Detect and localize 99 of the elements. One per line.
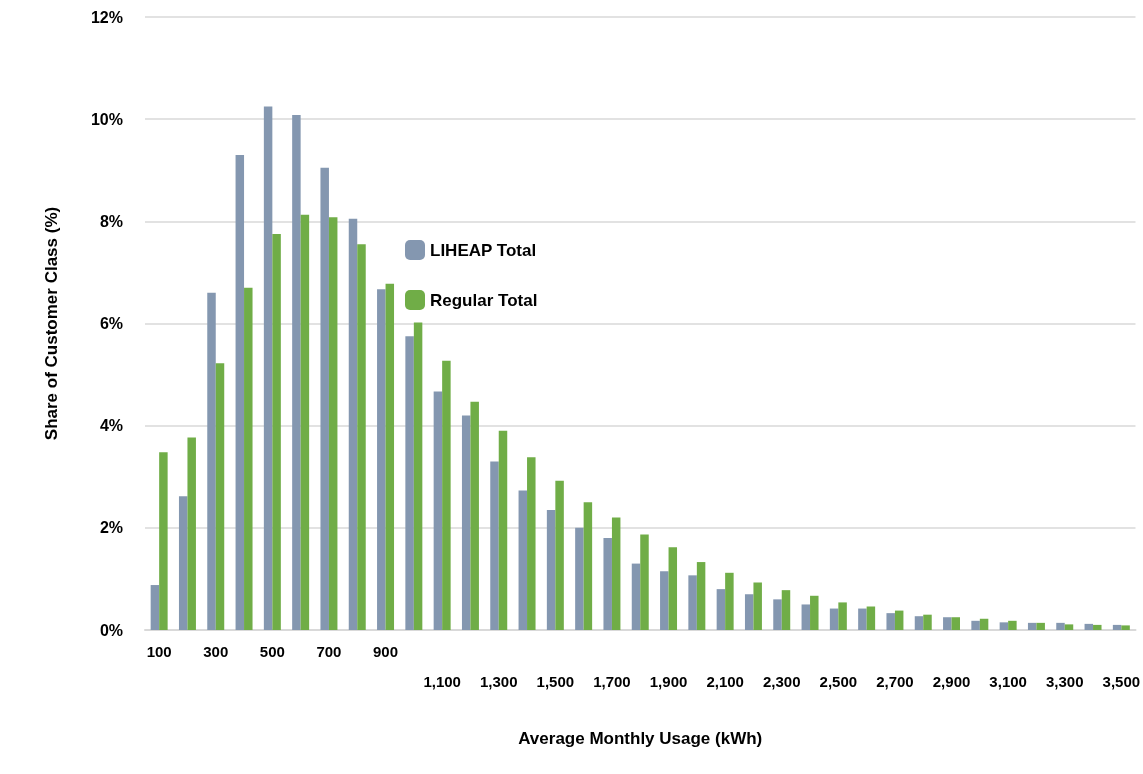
bar xyxy=(971,620,980,630)
x-tick-label: 100 xyxy=(146,643,172,660)
bar xyxy=(603,538,612,630)
bar xyxy=(640,534,649,630)
bar xyxy=(490,461,499,630)
bar xyxy=(413,322,423,630)
bar xyxy=(159,452,168,630)
bar xyxy=(187,437,196,630)
x-tick-label: 2,900 xyxy=(932,673,971,690)
x-tick-label: 300 xyxy=(203,643,229,660)
legend-label: Regular Total xyxy=(430,290,538,310)
x-tick-label: 1,100 xyxy=(423,673,461,690)
bar xyxy=(979,618,989,630)
bar xyxy=(263,106,273,630)
bar xyxy=(1027,622,1037,630)
y-tick-label: 6% xyxy=(99,315,123,332)
bar xyxy=(696,562,706,630)
bar xyxy=(773,599,782,630)
bar xyxy=(385,283,395,630)
bar xyxy=(575,527,584,630)
bar xyxy=(943,617,952,630)
x-tick-label: 2,300 xyxy=(762,673,801,690)
bar xyxy=(668,547,678,630)
bar xyxy=(611,517,621,630)
y-tick-label: 10% xyxy=(90,110,123,128)
bar xyxy=(357,244,366,630)
bar xyxy=(829,608,839,630)
bar xyxy=(866,606,876,630)
bar xyxy=(498,430,508,630)
bar xyxy=(1008,620,1017,630)
y-tick-label: 4% xyxy=(99,417,123,435)
y-tick-label: 2% xyxy=(99,519,123,537)
bar xyxy=(348,218,358,630)
x-tick-label: 1,500 xyxy=(536,673,575,690)
y-tick-label: 8% xyxy=(99,212,123,230)
x-tick-label: 700 xyxy=(316,643,342,660)
bar xyxy=(1084,623,1094,630)
legend-label: LIHEAP Total xyxy=(430,240,537,260)
bar xyxy=(405,336,414,630)
bar xyxy=(292,115,301,630)
bar xyxy=(207,292,216,630)
y-tick-label: 0% xyxy=(99,621,123,639)
bar xyxy=(999,622,1009,630)
bar xyxy=(858,608,867,630)
x-tick-label: 2,700 xyxy=(876,673,914,690)
x-tick-label: 1,700 xyxy=(593,673,631,690)
x-tick-label: 3,500 xyxy=(1102,673,1141,690)
y-axis-title: Share of Customer Class (%) xyxy=(42,206,61,441)
bar xyxy=(215,363,225,630)
x-tick-label: 1,900 xyxy=(649,673,688,690)
bar xyxy=(583,502,593,630)
bar xyxy=(272,234,281,630)
bar xyxy=(320,167,329,630)
x-tick-label: 1,300 xyxy=(479,673,518,690)
bar xyxy=(725,572,734,630)
bar xyxy=(923,614,932,630)
bar xyxy=(753,582,762,630)
bar xyxy=(518,490,528,630)
bar xyxy=(527,457,536,630)
bar xyxy=(433,391,443,630)
bar xyxy=(555,480,564,630)
bar xyxy=(951,617,961,630)
bar xyxy=(1056,622,1065,630)
bar xyxy=(716,589,726,630)
bar xyxy=(1112,624,1122,630)
x-tick-label: 2,500 xyxy=(819,673,858,690)
bar xyxy=(244,287,253,630)
bar xyxy=(328,217,338,630)
x-tick-label: 500 xyxy=(259,643,285,660)
bar xyxy=(442,360,451,630)
bar xyxy=(810,595,819,630)
bar xyxy=(1121,625,1130,630)
bar xyxy=(631,563,641,630)
x-tick-label: 2,100 xyxy=(706,673,744,690)
bar xyxy=(838,602,847,630)
x-axis-title: Average Monthly Usage (kWh) xyxy=(518,729,763,748)
x-tick-label: 3,100 xyxy=(989,673,1027,690)
bar xyxy=(801,604,811,630)
bar xyxy=(178,496,188,630)
bar xyxy=(660,571,669,630)
bar xyxy=(470,401,479,630)
bar xyxy=(377,289,386,630)
bar xyxy=(1036,622,1045,630)
bar xyxy=(300,214,310,630)
bar xyxy=(235,154,245,630)
bar xyxy=(461,415,471,630)
x-tick-label: 3,300 xyxy=(1045,673,1084,690)
bar xyxy=(1064,624,1074,630)
y-tick-label: 12% xyxy=(90,8,123,26)
bar xyxy=(744,594,754,630)
bar xyxy=(150,585,160,630)
bar xyxy=(781,590,791,630)
bar xyxy=(546,509,556,630)
bar xyxy=(886,613,895,630)
bar xyxy=(914,616,924,630)
x-tick-label: 900 xyxy=(373,643,399,660)
bar xyxy=(688,575,697,630)
bar xyxy=(894,610,904,630)
bar xyxy=(1093,624,1102,630)
